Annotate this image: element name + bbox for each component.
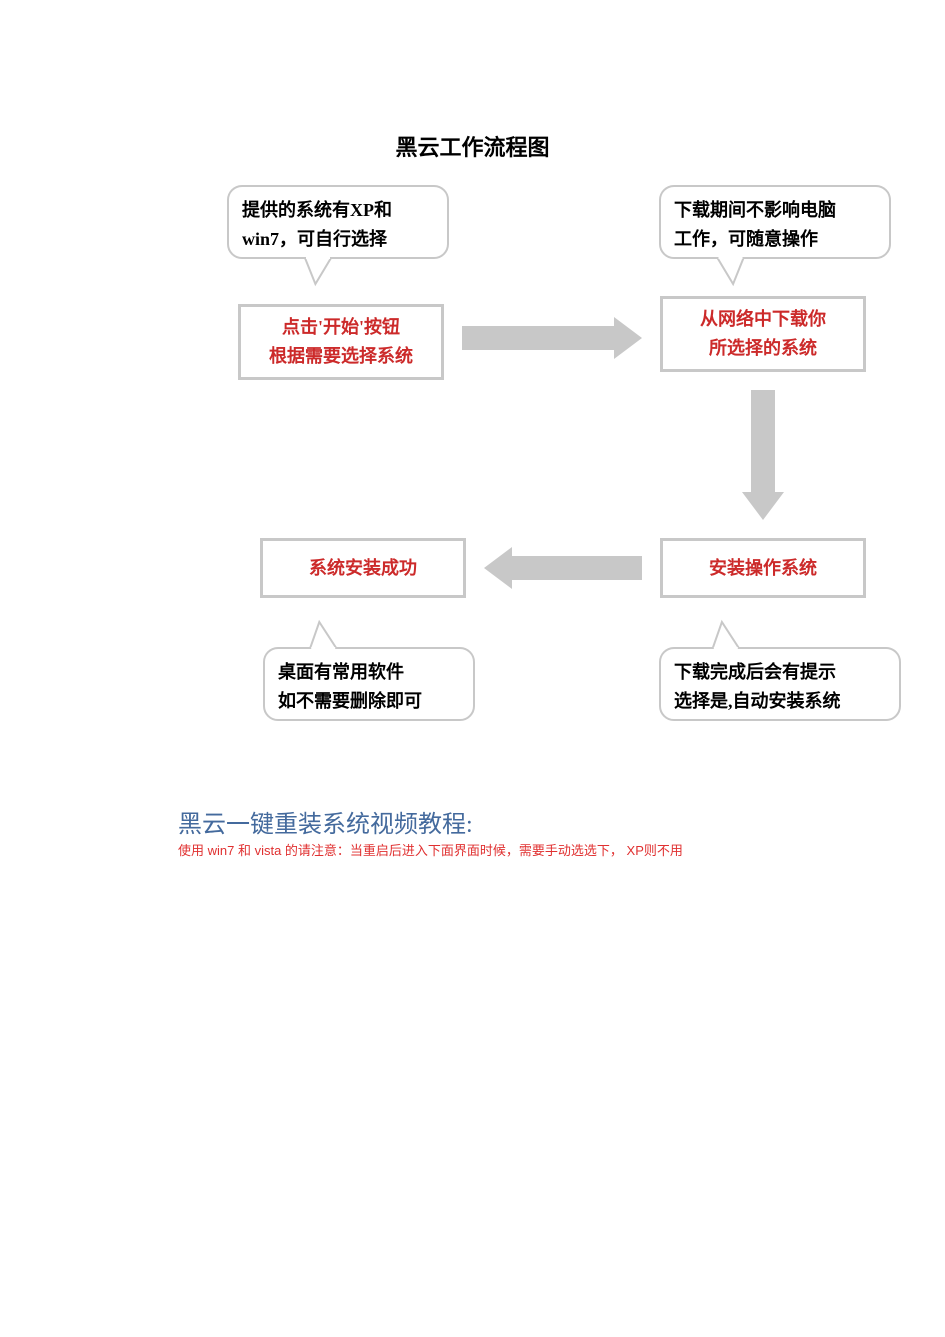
arrow-n1-n2 xyxy=(462,317,642,359)
page: 黑云工作流程图 点击'开始' xyxy=(0,0,945,1337)
node-label: 系统安装成功 xyxy=(309,554,417,583)
bubble-text-b1: 提供的系统有XP和 win7，可自行选择 xyxy=(242,196,442,254)
bubble-text-b2: 下载期间不影响电脑 工作，可随意操作 xyxy=(674,196,884,254)
bubble-text-b3: 下载完成后会有提示 选择是,自动安装系统 xyxy=(674,658,894,716)
arrow-n2-n3 xyxy=(742,390,784,520)
bubble-text-b4: 桌面有常用软件 如不需要删除即可 xyxy=(278,658,468,716)
node-label: 安装操作系统 xyxy=(709,554,817,583)
flow-node-success: 系统安装成功 xyxy=(260,538,466,598)
video-tutorial-heading: 黑云一键重装系统视频教程: xyxy=(178,804,473,839)
flow-node-start: 点击'开始'按钮 根据需要选择系统 xyxy=(238,304,444,380)
arrow-n3-n4 xyxy=(484,547,642,589)
diagram-title: 黑云工作流程图 xyxy=(0,130,945,162)
usage-note: 使用 win7 和 vista 的请注意：当重启后进入下面界面时候，需要手动选选… xyxy=(178,840,683,859)
node-label: 点击'开始'按钮 根据需要选择系统 xyxy=(269,313,413,371)
flow-node-install: 安装操作系统 xyxy=(660,538,866,598)
node-label: 从网络中下载你 所选择的系统 xyxy=(700,305,826,363)
flow-node-download: 从网络中下载你 所选择的系统 xyxy=(660,296,866,372)
